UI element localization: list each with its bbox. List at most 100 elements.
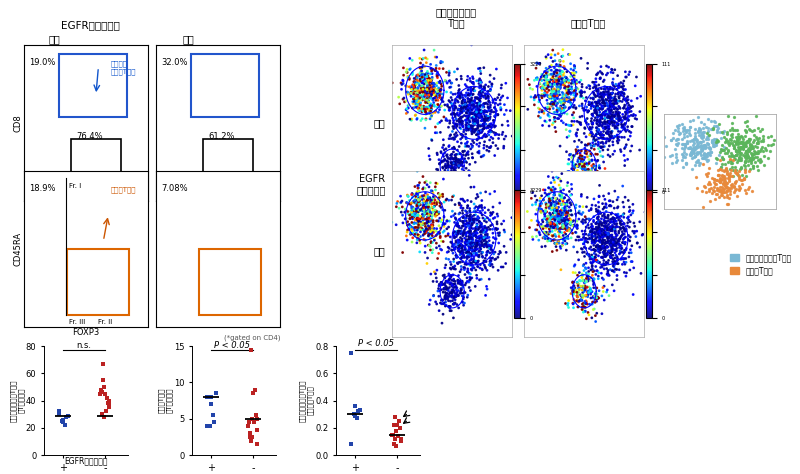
Point [462,151,474,158]
Point [618,93,630,100]
Point [590,242,602,249]
Point [418,228,431,235]
Point [432,88,445,95]
Point [606,120,619,128]
Point [410,206,422,213]
Point [478,122,490,130]
Point [430,178,443,186]
Text: Fr. II: Fr. II [98,319,113,325]
Point [546,99,558,106]
Point [597,192,610,200]
Point [462,247,474,255]
Point [580,315,593,322]
Point [594,115,607,122]
Point [468,183,481,191]
Text: EGFR
遅伝子変異: EGFR 遅伝子変異 [356,174,386,196]
Point [494,100,506,108]
Point [582,232,595,239]
Point [586,175,598,183]
Point [551,78,564,85]
Point [709,141,722,149]
Point [532,219,545,226]
Point [466,79,478,86]
Point [545,91,558,98]
Point [417,88,430,96]
Point [738,157,751,165]
Point [706,142,719,149]
Point [462,202,474,210]
Point [585,128,598,136]
Point [428,84,441,91]
Point [420,177,433,185]
Point [463,227,476,234]
Text: P < 0.05: P < 0.05 [214,341,250,350]
Point [551,215,564,222]
Point [467,80,480,88]
Point [578,267,590,274]
Point [698,142,711,149]
Point [592,92,605,100]
Point [478,86,490,94]
Point [610,266,623,273]
Point [534,206,547,213]
Point [554,73,566,81]
Point [474,70,487,77]
Point [585,223,598,231]
Point [618,234,630,242]
Point [421,98,434,105]
Point [100,394,113,401]
Point [430,62,442,69]
Point [615,242,628,250]
Point [625,104,638,111]
Point [538,91,550,99]
Point [434,91,446,99]
Point [616,117,629,124]
Point [466,98,478,106]
Point [441,157,454,165]
Point [563,151,576,158]
Point [463,108,476,116]
Point [707,122,720,129]
Point [606,252,619,259]
Point [495,263,508,271]
Point [462,267,474,275]
Point [454,204,467,211]
Point [482,128,495,136]
Point [590,117,603,124]
Point [619,73,632,81]
Point [575,89,588,96]
Point [470,104,482,112]
Point [739,155,752,163]
Point [602,94,614,101]
Point [577,94,590,102]
Point [571,143,584,151]
Point [557,237,570,244]
Point [428,202,441,210]
Point [446,159,458,167]
Point [410,206,422,213]
Point [575,295,588,302]
Point [550,225,562,233]
Point [448,265,461,273]
Point [428,237,441,244]
Point [603,103,616,110]
Point [553,219,566,226]
Point [605,226,618,233]
Point [613,113,626,120]
Point [451,175,464,182]
Point [416,96,429,104]
Point [541,84,554,91]
Point [567,162,580,170]
Point [414,193,427,201]
Point [458,244,471,252]
Point [464,287,477,294]
Point [702,150,715,158]
Point [549,207,562,215]
Point [467,102,480,109]
Point [686,148,699,156]
Point [574,236,587,244]
Point [453,106,466,113]
Point [463,167,476,175]
Point [546,213,558,220]
Point [553,225,566,233]
